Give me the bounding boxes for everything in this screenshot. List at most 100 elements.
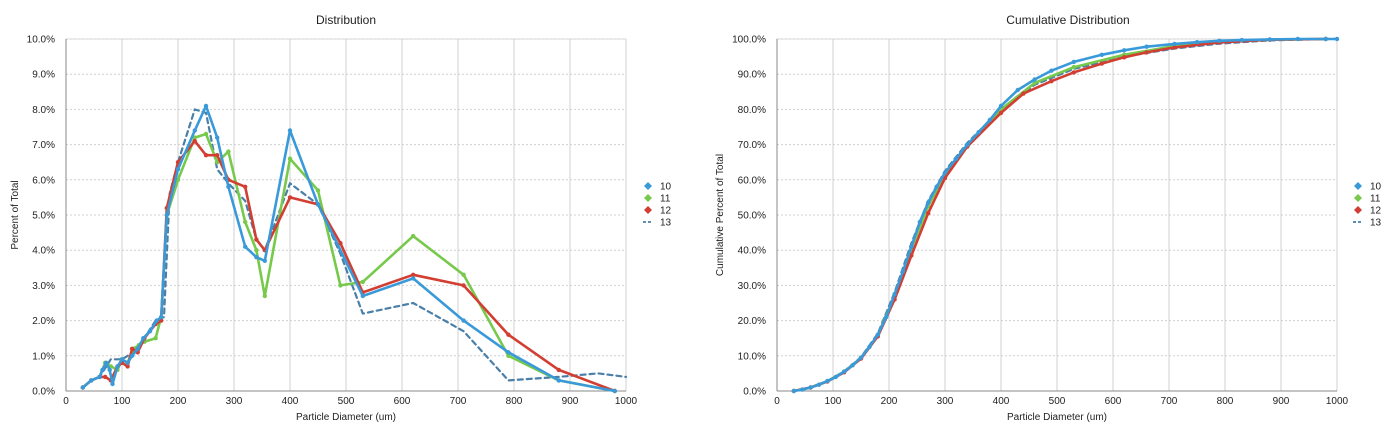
data-point [203,131,209,137]
data-point [884,314,889,320]
legend-swatch [644,182,652,190]
series-line-13 [81,108,628,389]
data-point [338,283,343,288]
data-point [1071,70,1077,75]
data-point [1172,41,1177,47]
legend-swatch [644,194,652,202]
data-point [411,276,416,281]
data-point [1295,36,1301,42]
x-tick-label: 600 [394,396,411,407]
legend-item-10: 10 [1354,182,1382,193]
y-tick-label: 9.0% [32,70,55,81]
data-point [556,378,561,383]
chart-2: 0 100 200 300 400 500 600 700 800 900 1000 0.0% 10.0… [715,13,1382,423]
legend-item-11: 11 [1354,194,1381,205]
data-point [1015,87,1020,93]
x-tick-label: 0 [774,396,780,407]
data-point [556,367,561,373]
x-tick-label: 500 [338,396,355,407]
data-point [1099,61,1105,66]
y-tick-label: 10.0% [738,351,766,362]
x-tick-label: 800 [506,396,523,407]
data-point [1049,79,1054,84]
data-point [243,219,248,225]
data-point [1071,65,1077,70]
data-point [254,255,259,260]
data-point [875,332,880,337]
y-tick-label: 80.0% [738,105,766,116]
data-point [1032,80,1037,86]
x-tick-label: 500 [1049,396,1066,407]
legend-label: 13 [1370,218,1382,229]
data-point [226,149,231,154]
legend-label: 10 [1370,182,1382,193]
data-point [800,387,805,392]
data-point [934,184,939,189]
data-point [287,195,293,200]
y-tick-label: 0.0% [32,387,55,398]
data-point [254,237,259,242]
data-point [203,103,209,109]
x-tick-label: 800 [1217,396,1234,407]
data-point [129,353,135,358]
data-point [942,170,948,175]
legend-label: 12 [1370,206,1382,217]
legend-label: 10 [660,182,672,193]
data-point [315,202,321,207]
data-point [360,279,365,285]
data-point [461,318,466,323]
data-point [1334,36,1340,42]
data-point [153,336,158,341]
data-point [926,211,931,216]
legend-item-11: 11 [644,194,671,205]
y-tick-label: 2.0% [32,316,55,327]
data-point [141,336,146,341]
x-tick-label: 300 [937,396,954,407]
y-axis-title: Cumulative Percent of Total [715,154,726,276]
data-point [926,200,931,205]
data-point [175,167,181,172]
y-tick-label: 0.0% [743,387,766,398]
data-point [119,357,125,362]
data-point [243,244,248,249]
y-tick-label: 60.0% [738,175,766,186]
data-point [100,367,105,373]
data-point [129,346,135,351]
data-point [115,364,120,369]
data-point [1217,38,1222,43]
data-point [976,130,981,135]
data-point [175,160,181,165]
data-point [1032,77,1037,82]
data-point [833,374,838,380]
x-tick-label: 400 [282,396,299,407]
chart-title: Distribution [316,13,376,27]
data-point [215,153,220,158]
data-point [808,385,813,390]
data-point [226,184,231,189]
data-point [104,360,109,365]
y-tick-label: 6.0% [32,175,55,186]
legend-swatch [1354,182,1362,190]
legend-swatch [1354,206,1362,214]
x-tick-label: 900 [562,396,579,407]
legend-item-13: 13 [1353,218,1382,229]
data-point [164,212,169,218]
data-point [1021,91,1026,96]
y-tick-label: 100.0% [732,35,766,46]
data-point [461,272,466,277]
y-tick-label: 30.0% [738,281,766,292]
data-point [262,258,267,263]
data-point [850,363,855,368]
data-point [1122,55,1127,60]
y-tick-label: 10.0% [27,35,55,46]
data-point [858,355,864,360]
legend-swatch [1354,194,1362,202]
data-point [1071,59,1077,65]
y-tick-label: 90.0% [738,70,766,81]
x-tick-label: 1000 [1326,396,1349,407]
data-point [1049,68,1054,73]
legend-label: 11 [1370,194,1381,205]
data-point [203,153,209,158]
x-tick-label: 300 [226,396,243,407]
